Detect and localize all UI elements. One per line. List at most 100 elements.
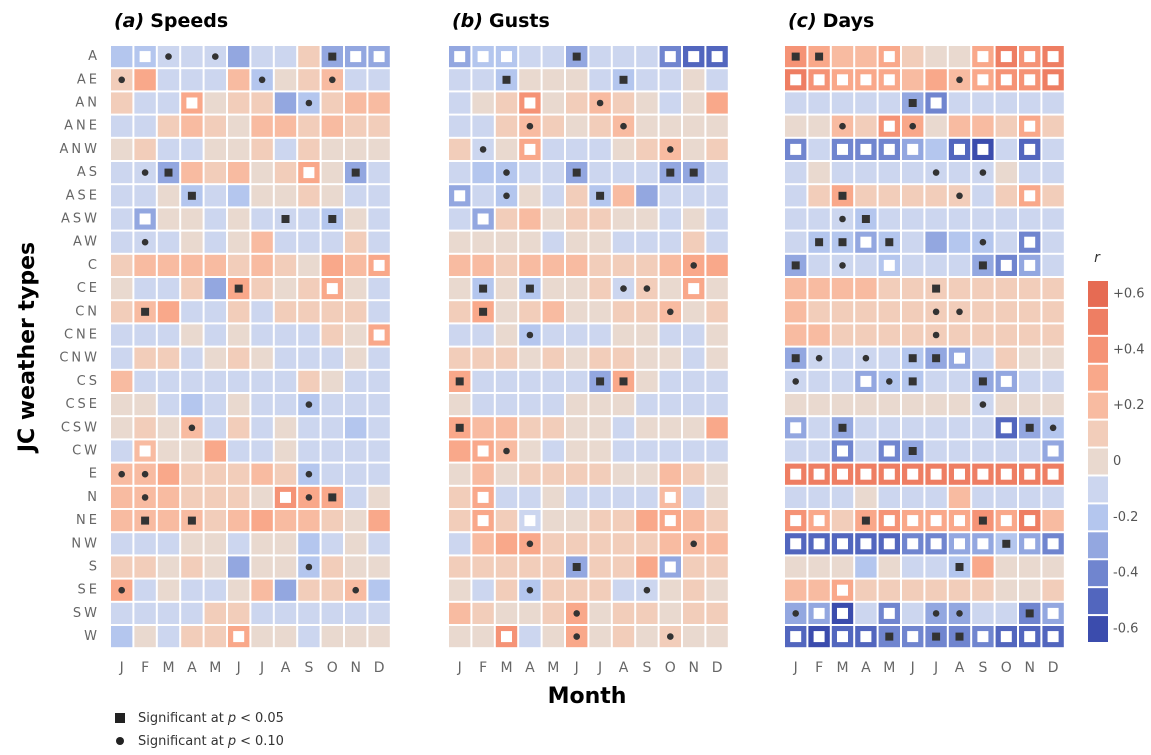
marker-white-square <box>711 51 723 63</box>
heatmap-cell <box>636 115 658 137</box>
heatmap-cell <box>449 533 471 555</box>
panel-title-text: Speeds <box>150 10 228 32</box>
heatmap-cell <box>204 278 226 300</box>
heatmap-cell <box>683 208 705 230</box>
heatmap-cell <box>519 626 541 648</box>
heatmap-cell <box>274 138 297 160</box>
y-tick-label: CSW <box>61 420 100 435</box>
heatmap-cell <box>878 417 900 439</box>
heatmap-cell <box>251 208 273 230</box>
heatmap-cell <box>808 278 830 300</box>
heatmap-cell <box>612 440 635 462</box>
marker-white-square <box>860 375 872 387</box>
heatmap-cell <box>808 556 830 578</box>
marker-circle <box>932 610 940 617</box>
heatmap-cell <box>298 138 320 160</box>
heatmap-cell <box>181 162 203 184</box>
heatmap-cell <box>612 347 635 369</box>
heatmap-cell <box>925 556 947 578</box>
heatmap-cell <box>298 533 320 555</box>
marker-white-square <box>907 515 919 527</box>
y-tick-label: CN <box>75 304 100 319</box>
heatmap-cell <box>925 579 947 601</box>
heatmap-cell <box>495 324 518 346</box>
marker-circle <box>667 308 674 316</box>
heatmap-cell <box>368 69 390 91</box>
heatmap-cell <box>636 556 658 578</box>
marker-white-square <box>790 631 802 643</box>
heatmap-cell <box>612 510 635 532</box>
heatmap-cell <box>157 347 180 369</box>
heatmap-cell <box>519 556 541 578</box>
heatmap-cell <box>368 115 390 137</box>
heatmap-cell <box>542 254 564 276</box>
heatmap-cell <box>683 92 705 114</box>
heatmap-cell <box>472 394 494 416</box>
heatmap-cell <box>855 185 877 207</box>
heatmap-cell <box>181 556 203 578</box>
heatmap-cell <box>495 579 518 601</box>
heatmap-cell <box>519 185 541 207</box>
heatmap-cell <box>542 556 564 578</box>
heatmap-cell <box>134 626 156 648</box>
heatmap-cell <box>472 626 494 648</box>
heatmap-cell <box>995 115 1017 137</box>
heatmap-cell <box>204 208 226 230</box>
marker-circle <box>526 331 534 339</box>
heatmap-cell <box>298 278 320 300</box>
heatmap-cell <box>1042 208 1064 230</box>
colorbar-segment <box>1088 588 1108 615</box>
heatmap-cell <box>111 440 133 462</box>
marker-white-square <box>477 491 489 503</box>
marker-circle <box>573 633 580 640</box>
heatmap-cell <box>706 115 728 137</box>
marker-circle <box>118 76 125 84</box>
heatmap-cell <box>449 486 471 508</box>
marker-circle <box>352 586 360 594</box>
heatmap-cell <box>321 579 343 601</box>
heatmap-cell <box>134 394 156 416</box>
marker-circle <box>503 192 510 200</box>
x-tick-label: A <box>281 660 291 676</box>
heatmap-cell <box>251 370 273 392</box>
heatmap-cell <box>831 46 854 68</box>
x-tick-label: N <box>688 660 698 676</box>
heatmap-cell <box>808 486 830 508</box>
heatmap-cell <box>321 626 343 648</box>
heatmap-cell <box>902 69 924 91</box>
heatmap-cell <box>368 278 390 300</box>
heatmap-cell <box>181 231 203 253</box>
heatmap-cell <box>636 324 658 346</box>
colorbar-segment <box>1088 420 1108 447</box>
heatmap-cell <box>181 486 203 508</box>
heatmap-cell <box>111 278 133 300</box>
panel-label: (a) <box>114 10 144 32</box>
marker-square <box>908 354 917 363</box>
heatmap-cell <box>181 301 203 323</box>
heatmap-cell <box>321 115 343 137</box>
heatmap-cell <box>542 370 564 392</box>
heatmap-cell <box>636 602 658 624</box>
heatmap-cell <box>449 162 471 184</box>
heatmap-cell <box>659 185 681 207</box>
marker-white-square <box>977 74 989 86</box>
heatmap-cell <box>995 347 1017 369</box>
heatmap-cell <box>878 347 900 369</box>
heatmap-cell <box>345 440 367 462</box>
heatmap-cell <box>472 69 494 91</box>
heatmap-cell <box>706 92 728 114</box>
heatmap-cell <box>345 301 367 323</box>
heatmap-cell <box>111 602 133 624</box>
heatmap-cell <box>636 533 658 555</box>
heatmap-cell <box>251 301 273 323</box>
colorbar-segment <box>1088 560 1108 587</box>
heatmap-cell <box>589 138 611 160</box>
marker-white-square <box>954 538 965 550</box>
heatmap-cell <box>948 278 971 300</box>
heatmap-cell <box>204 69 226 91</box>
heatmap-cell <box>204 463 226 485</box>
heatmap-cell <box>298 324 320 346</box>
heatmap-cell <box>228 602 250 624</box>
heatmap-cell <box>495 92 518 114</box>
heatmap-cell <box>855 162 877 184</box>
